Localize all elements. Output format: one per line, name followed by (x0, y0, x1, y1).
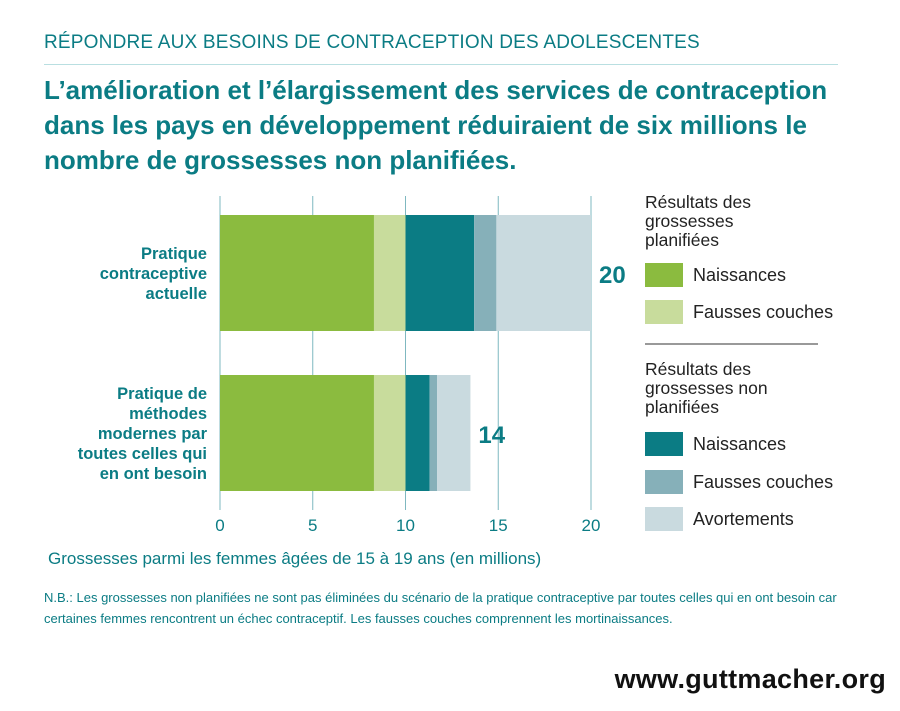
legend-label: Fausses couches (693, 302, 833, 322)
category-label: Pratique (141, 245, 207, 263)
legend-swatch (645, 470, 683, 494)
chart-headline: L’amélioration et l’élargissement des se… (44, 75, 828, 175)
legend-group-title: planifiées (645, 397, 719, 417)
legend-swatch (645, 263, 683, 287)
x-tick-label: 15 (489, 516, 508, 535)
legend-label: Naissances (693, 434, 786, 454)
bar-segment (496, 215, 591, 331)
legend-swatch (645, 432, 683, 456)
bar-segment (437, 375, 471, 491)
legend-swatch (645, 507, 683, 531)
bar-segment (405, 375, 430, 491)
bar-segment (220, 215, 374, 331)
bar-segment (373, 215, 406, 331)
x-axis-title: Grossesses parmi les femmes âgées de 15 … (48, 549, 541, 568)
bar-segment (474, 215, 497, 331)
x-tick-label: 20 (582, 516, 601, 535)
bar-total-label: 20 (599, 262, 626, 289)
legend-group-title: Résultats des (645, 192, 751, 212)
category-label: en ont besoin (100, 465, 207, 483)
category-label: toutes celles qui (78, 445, 207, 463)
legend-group-title: grossesses non (645, 378, 768, 398)
chart-kicker: RÉPONDRE AUX BESOINS DE CONTRACEPTION DE… (44, 32, 700, 53)
category-label: méthodes (129, 405, 207, 423)
x-tick-label: 5 (308, 516, 317, 535)
legend-group-title: planifiées (645, 230, 719, 250)
bar-total-label: 14 (478, 422, 505, 449)
category-label: Pratique de (117, 385, 207, 403)
kicker-rule (44, 64, 838, 65)
bar-segment (405, 215, 475, 331)
x-tick-label: 10 (396, 516, 415, 535)
bar-segment (373, 375, 406, 491)
legend-label: Avortements (693, 509, 794, 529)
website-url[interactable]: www.guttmacher.org (614, 664, 886, 694)
category-label: actuelle (146, 285, 207, 303)
legend-label: Fausses couches (693, 472, 833, 492)
legend-label: Naissances (693, 265, 786, 285)
footnote: N.B.: Les grossesses non planifiées ne s… (44, 590, 837, 626)
bar-segment (220, 375, 374, 491)
legend-group-title: grossesses (645, 211, 734, 231)
legend-swatch (645, 300, 683, 324)
category-label: contraceptive (100, 265, 207, 283)
bar-segment (429, 375, 438, 491)
legend-group-title: Résultats des (645, 359, 751, 379)
x-tick-label: 0 (215, 516, 224, 535)
stacked-bar-chart: 20 Pratique contraceptive actuelle 14 Pratiqu… (48, 192, 833, 568)
category-label: modernes par (98, 425, 208, 443)
